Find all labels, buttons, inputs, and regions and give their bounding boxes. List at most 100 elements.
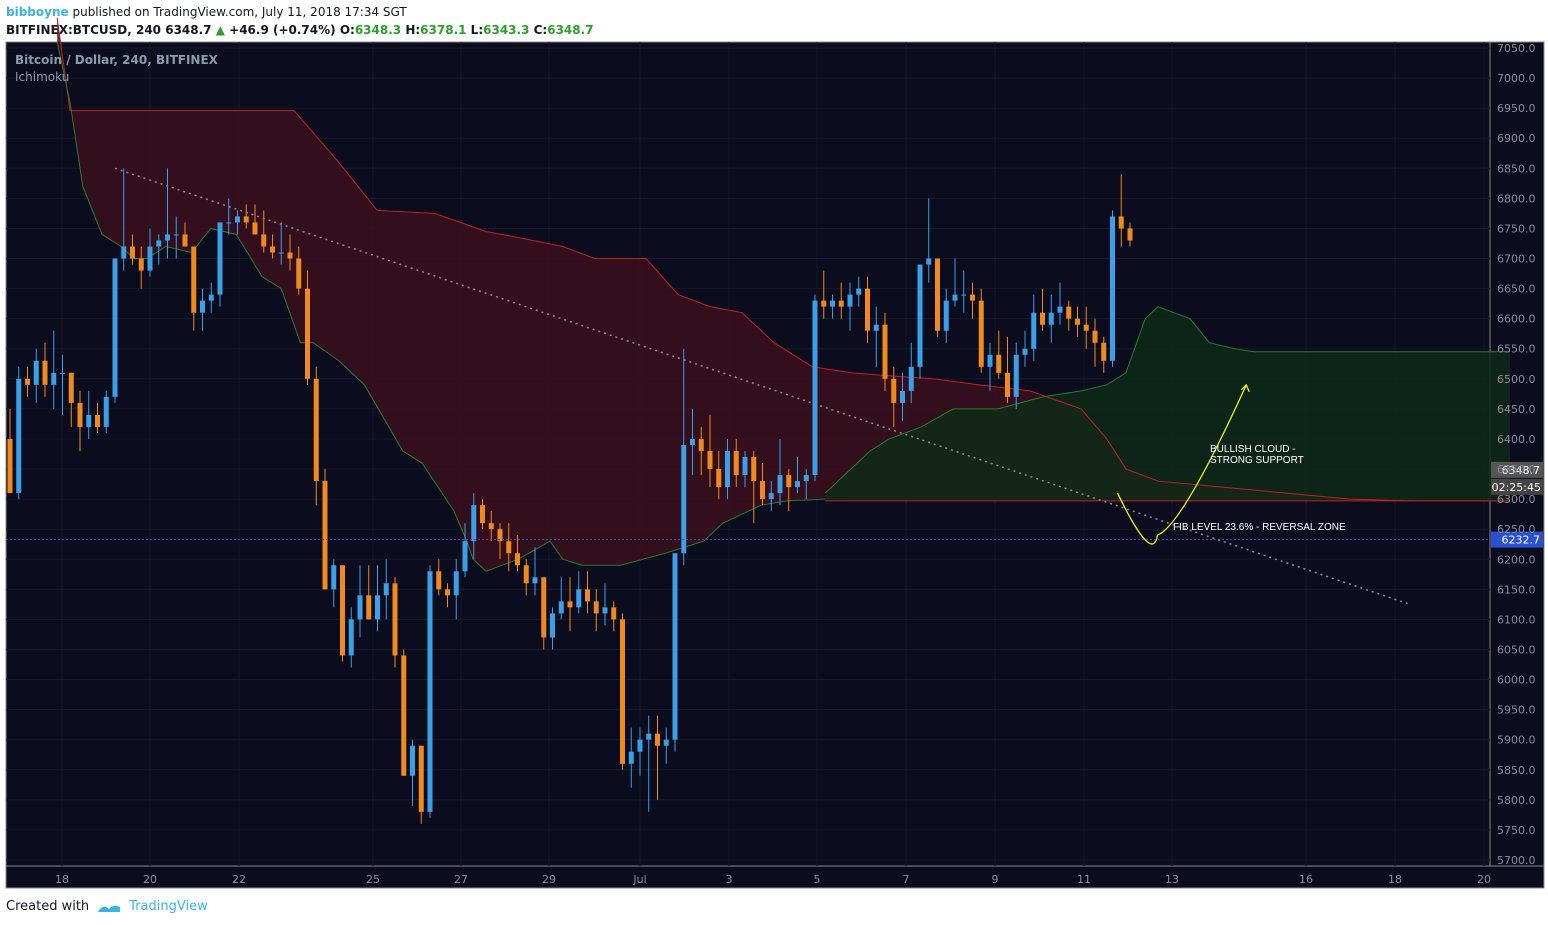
y-tick-label: 6700.0 — [1497, 253, 1536, 266]
candle-body — [1092, 330, 1098, 343]
published-text: published on TradingView.com, July 11, 2… — [72, 5, 407, 19]
x-tick-label: 16 — [1299, 873, 1313, 886]
y-tick-label: 7050.0 — [1497, 42, 1536, 55]
open-label: O: — [339, 23, 355, 37]
candle-body — [480, 505, 485, 524]
y-tick-label: 6500.0 — [1497, 373, 1536, 386]
y-tick-label: 6900.0 — [1497, 132, 1536, 145]
last-price-label: 6348.7 — [1502, 464, 1541, 477]
candle-body — [935, 258, 940, 331]
y-axis-labels: 7050.0 7000.0 6950.0 6900.0 6850.0 6800.0 6750… — [1497, 42, 1536, 867]
y-tick-label: 5800.0 — [1497, 794, 1536, 807]
low-value: 6343.3 — [483, 23, 530, 37]
candle-body — [978, 300, 984, 367]
candle-body — [401, 655, 407, 776]
candle-body — [865, 288, 870, 331]
candle-body — [760, 481, 765, 500]
cloud-annotation-line: BULLISH CLOUD - — [1210, 444, 1296, 455]
y-tick-label: 6300.0 — [1497, 493, 1536, 506]
candle-body — [112, 258, 118, 397]
candle-body — [1118, 216, 1124, 229]
candle-body — [611, 607, 617, 620]
candle-body — [252, 222, 258, 235]
y-tick-label: 6650.0 — [1497, 283, 1536, 296]
candle-body — [418, 745, 424, 812]
candle-body — [138, 258, 144, 271]
y-tick-label: 6600.0 — [1497, 313, 1536, 326]
created-with-text: Created with — [6, 899, 90, 914]
candle-body — [1066, 306, 1072, 319]
candle-body — [156, 240, 162, 247]
time-axis[interactable] — [5, 865, 1545, 889]
candle-body — [1083, 324, 1089, 331]
price-change: +46.9 (+0.74%) — [229, 23, 336, 37]
candle-body — [1022, 348, 1028, 355]
senkou-b-line — [56, 17, 1510, 502]
low-label: L: — [470, 23, 484, 37]
close-value: 6348.7 — [547, 23, 594, 37]
x-tick-label: 5 — [814, 873, 821, 886]
x-tick-label: 13 — [1165, 873, 1179, 886]
ohlc-line: BITFINEX:BTCUSD, 240 6348.7 ▲ +46.9 (+0.… — [6, 21, 594, 39]
candle-body — [147, 246, 153, 271]
candle-body — [777, 475, 783, 494]
candle-body — [628, 751, 634, 764]
y-tick-label: 5850.0 — [1497, 764, 1536, 777]
fib-annotation: FIB LEVEL 23.6% - REVERSAL ZONE — [1173, 522, 1346, 533]
x-tick-label: 27 — [454, 873, 468, 886]
candle-body — [191, 246, 197, 313]
candle-body — [908, 366, 914, 391]
candle-body — [287, 252, 293, 259]
x-tick-label: 29 — [542, 873, 556, 886]
high-label: H: — [405, 23, 421, 37]
candle-body — [882, 324, 888, 379]
candle-body — [620, 619, 625, 764]
candle-body — [51, 372, 57, 385]
candle-body — [331, 565, 337, 590]
author-link[interactable]: bibboyne — [6, 5, 69, 19]
x-tick-label: 18 — [55, 873, 69, 886]
candle-body — [1031, 312, 1037, 349]
candle-body — [488, 523, 494, 530]
candle-body — [296, 258, 302, 289]
brand-link[interactable]: TradingView — [129, 899, 208, 914]
candle-body — [130, 246, 135, 259]
ichimoku-cloud — [56, 17, 1511, 572]
x-tick-label: 9 — [992, 873, 999, 886]
candle-body — [103, 396, 109, 427]
symbol-label: BITFINEX:BTCUSD, 240 — [6, 23, 162, 37]
fib-price-tag — [1491, 531, 1543, 548]
candle-body — [558, 601, 564, 614]
candle-body — [681, 444, 687, 554]
candle-body — [891, 378, 897, 403]
candle-body — [165, 234, 170, 241]
candle-body — [278, 252, 284, 254]
candle-body — [270, 246, 275, 253]
x-tick-label: 20 — [1477, 873, 1491, 886]
x-tick-label: 7 — [903, 873, 910, 886]
high-value: 6378.1 — [420, 23, 467, 37]
reversal-arrow — [1116, 384, 1247, 545]
countdown-label: 02:25:45 — [1492, 481, 1541, 494]
candle-body — [305, 288, 310, 379]
candle-body — [436, 571, 442, 590]
drawings: BULLISH CLOUD -STRONG SUPPORT FIB LEVEL 2… — [6, 167, 1543, 606]
candle-body — [121, 246, 127, 259]
candle-body — [541, 577, 547, 638]
candle-body — [33, 360, 39, 385]
y-tick-label: 5900.0 — [1497, 734, 1536, 747]
x-tick-label: 11 — [1077, 873, 1091, 886]
y-tick-label: 7000.0 — [1497, 72, 1536, 85]
candle-body — [655, 733, 660, 746]
candle-body — [847, 294, 853, 307]
candle-body — [462, 541, 468, 572]
candle-body — [952, 294, 958, 301]
close-label: C: — [533, 23, 548, 37]
candle-body — [786, 475, 792, 488]
candle-body — [672, 553, 678, 740]
candle-body — [243, 216, 249, 223]
candle-body — [830, 300, 835, 307]
candle-body — [1013, 354, 1019, 397]
candle-body — [663, 739, 669, 746]
